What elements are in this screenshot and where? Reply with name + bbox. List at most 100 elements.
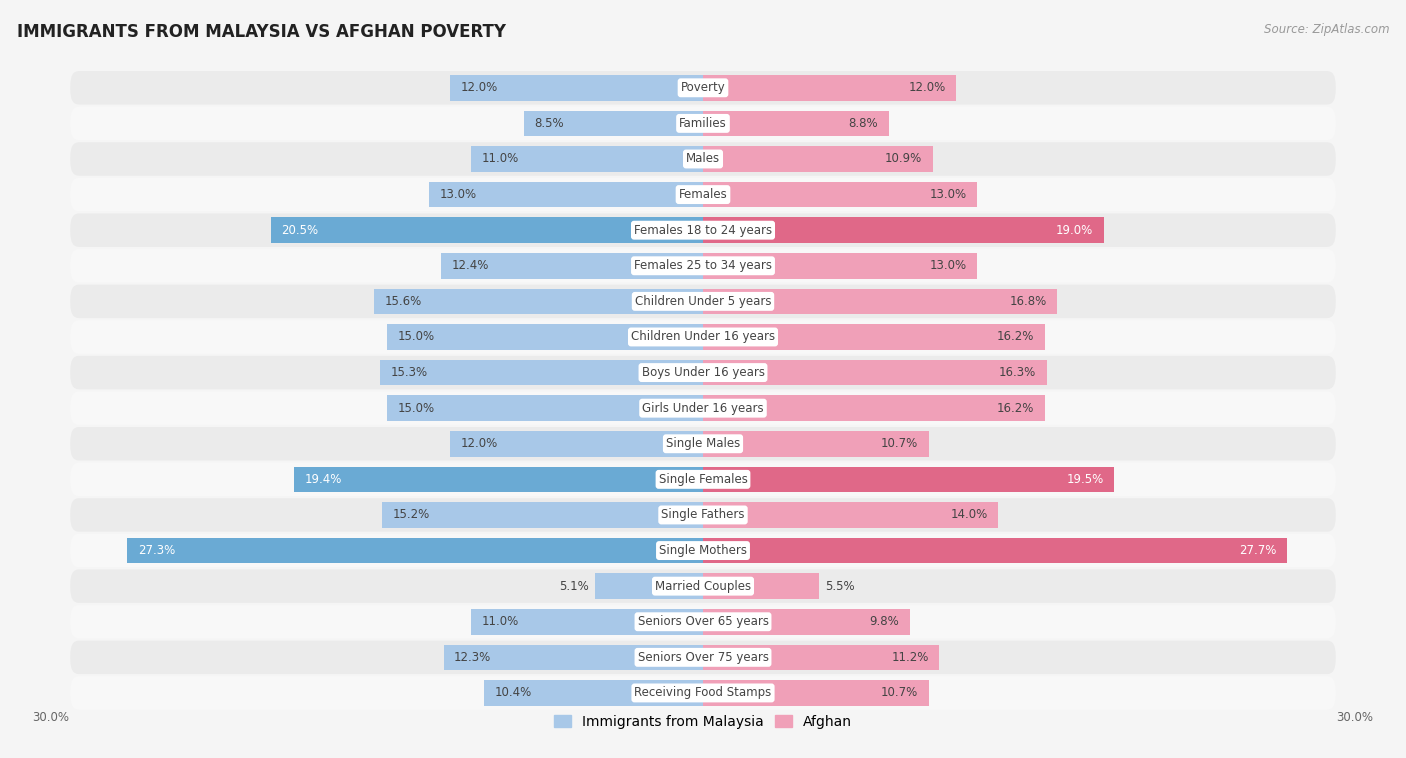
Bar — [441, 253, 703, 279]
Bar — [387, 396, 703, 421]
Text: Males: Males — [686, 152, 720, 165]
Bar — [127, 537, 703, 563]
Bar — [444, 644, 703, 670]
Text: Seniors Over 75 years: Seniors Over 75 years — [637, 651, 769, 664]
Text: 14.0%: 14.0% — [950, 509, 987, 522]
FancyBboxPatch shape — [70, 107, 1336, 140]
Text: 12.0%: 12.0% — [461, 81, 498, 94]
Text: 9.8%: 9.8% — [869, 615, 900, 628]
Text: 8.5%: 8.5% — [534, 117, 564, 130]
Text: 15.6%: 15.6% — [385, 295, 422, 308]
Text: 10.9%: 10.9% — [886, 152, 922, 165]
Bar — [387, 324, 703, 349]
Bar — [703, 289, 1057, 315]
FancyBboxPatch shape — [70, 534, 1336, 567]
Bar — [703, 146, 934, 172]
FancyBboxPatch shape — [70, 320, 1336, 354]
Text: 30.0%: 30.0% — [1337, 712, 1374, 725]
Text: 15.3%: 15.3% — [391, 366, 427, 379]
Text: 8.8%: 8.8% — [848, 117, 877, 130]
FancyBboxPatch shape — [70, 143, 1336, 176]
Text: Source: ZipAtlas.com: Source: ZipAtlas.com — [1264, 23, 1389, 36]
Bar — [703, 431, 929, 456]
Text: Females 25 to 34 years: Females 25 to 34 years — [634, 259, 772, 272]
Text: 13.0%: 13.0% — [929, 259, 967, 272]
Text: 12.0%: 12.0% — [461, 437, 498, 450]
Bar — [382, 502, 703, 528]
Text: 19.5%: 19.5% — [1067, 473, 1104, 486]
FancyBboxPatch shape — [70, 71, 1336, 105]
Text: Children Under 5 years: Children Under 5 years — [634, 295, 772, 308]
Text: 27.7%: 27.7% — [1239, 544, 1277, 557]
Text: 5.1%: 5.1% — [560, 580, 589, 593]
Bar — [380, 360, 703, 385]
Text: Receiving Food Stamps: Receiving Food Stamps — [634, 687, 772, 700]
FancyBboxPatch shape — [70, 676, 1336, 709]
Text: 10.7%: 10.7% — [882, 437, 918, 450]
Text: Single Fathers: Single Fathers — [661, 509, 745, 522]
Text: 12.0%: 12.0% — [908, 81, 945, 94]
Text: Boys Under 16 years: Boys Under 16 years — [641, 366, 765, 379]
Bar — [703, 537, 1288, 563]
Bar — [703, 609, 910, 634]
Text: Girls Under 16 years: Girls Under 16 years — [643, 402, 763, 415]
Text: Children Under 16 years: Children Under 16 years — [631, 330, 775, 343]
Text: 16.2%: 16.2% — [997, 330, 1035, 343]
Text: Females 18 to 24 years: Females 18 to 24 years — [634, 224, 772, 236]
Bar — [450, 431, 703, 456]
Text: 19.4%: 19.4% — [305, 473, 342, 486]
Bar — [703, 360, 1046, 385]
Bar — [703, 218, 1104, 243]
Text: 27.3%: 27.3% — [138, 544, 174, 557]
Text: 16.2%: 16.2% — [997, 402, 1035, 415]
Bar — [471, 146, 703, 172]
Text: Females: Females — [679, 188, 727, 201]
Bar — [703, 644, 939, 670]
FancyBboxPatch shape — [70, 356, 1336, 390]
Bar — [703, 182, 977, 208]
Text: 10.7%: 10.7% — [882, 687, 918, 700]
Bar — [524, 111, 703, 136]
Text: 11.2%: 11.2% — [891, 651, 929, 664]
Text: Single Males: Single Males — [666, 437, 740, 450]
FancyBboxPatch shape — [70, 178, 1336, 211]
Text: 10.4%: 10.4% — [495, 687, 531, 700]
Text: 30.0%: 30.0% — [32, 712, 69, 725]
Text: 11.0%: 11.0% — [481, 152, 519, 165]
FancyBboxPatch shape — [70, 285, 1336, 318]
Bar — [429, 182, 703, 208]
Bar — [703, 680, 929, 706]
Text: Married Couples: Married Couples — [655, 580, 751, 593]
Text: 12.3%: 12.3% — [454, 651, 491, 664]
Text: Single Females: Single Females — [658, 473, 748, 486]
Text: Families: Families — [679, 117, 727, 130]
Text: Poverty: Poverty — [681, 81, 725, 94]
Text: Single Mothers: Single Mothers — [659, 544, 747, 557]
Bar — [596, 573, 703, 599]
Bar — [374, 289, 703, 315]
FancyBboxPatch shape — [70, 498, 1336, 531]
Text: IMMIGRANTS FROM MALAYSIA VS AFGHAN POVERTY: IMMIGRANTS FROM MALAYSIA VS AFGHAN POVER… — [17, 23, 506, 41]
Text: 11.0%: 11.0% — [481, 615, 519, 628]
Bar — [703, 111, 889, 136]
Bar — [703, 573, 818, 599]
Text: 5.5%: 5.5% — [825, 580, 855, 593]
FancyBboxPatch shape — [70, 427, 1336, 461]
Bar — [484, 680, 703, 706]
Text: 13.0%: 13.0% — [929, 188, 967, 201]
Bar — [294, 466, 703, 492]
Text: 15.0%: 15.0% — [398, 330, 434, 343]
FancyBboxPatch shape — [70, 462, 1336, 496]
FancyBboxPatch shape — [70, 605, 1336, 638]
Text: 16.3%: 16.3% — [1000, 366, 1036, 379]
FancyBboxPatch shape — [70, 214, 1336, 247]
Bar — [703, 75, 956, 101]
Text: Seniors Over 65 years: Seniors Over 65 years — [637, 615, 769, 628]
Legend: Immigrants from Malaysia, Afghan: Immigrants from Malaysia, Afghan — [548, 709, 858, 735]
Text: 15.2%: 15.2% — [394, 509, 430, 522]
Text: 16.8%: 16.8% — [1010, 295, 1046, 308]
Bar — [450, 75, 703, 101]
FancyBboxPatch shape — [70, 249, 1336, 283]
FancyBboxPatch shape — [70, 391, 1336, 425]
Bar — [271, 218, 703, 243]
